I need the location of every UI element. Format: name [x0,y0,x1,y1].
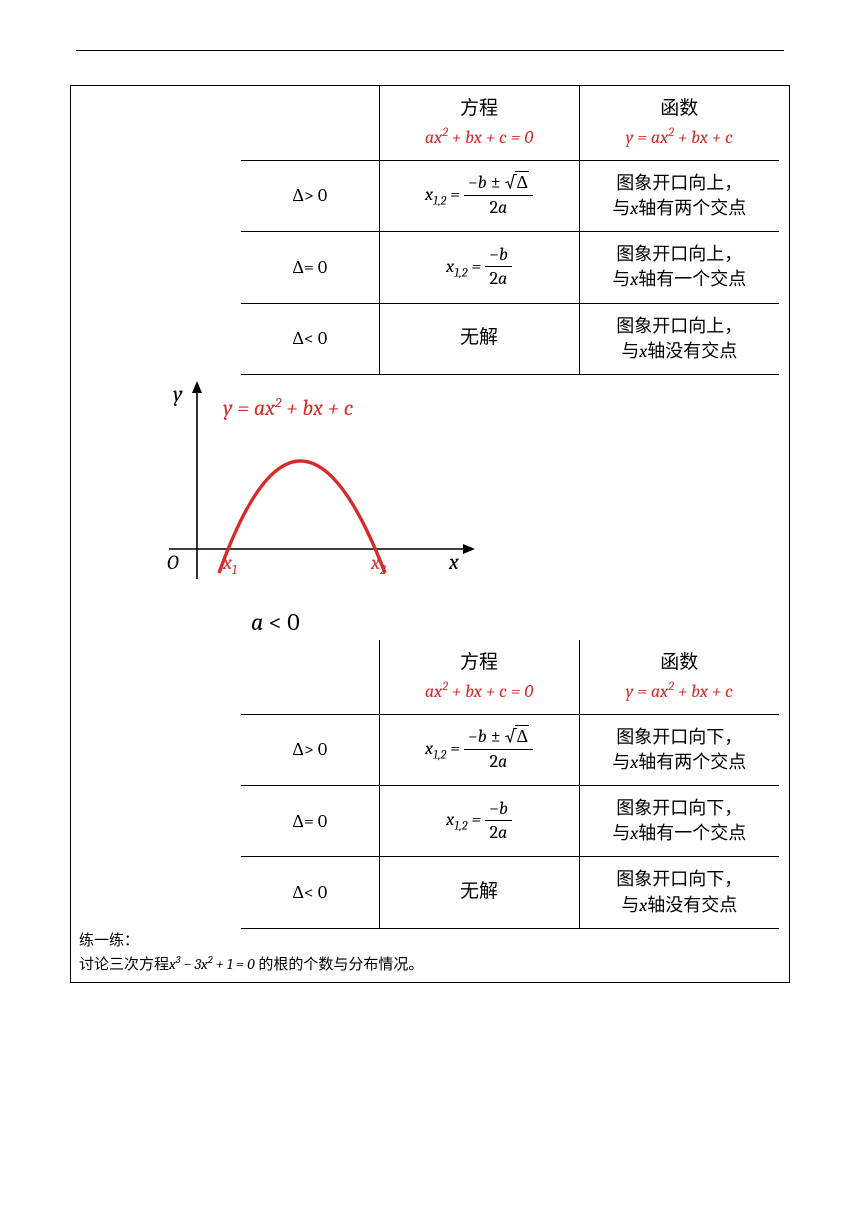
description-cell: 图象开口向上， 与x轴没有交点 [579,303,779,374]
header-function: 函数 y = ax2 + bx + c [579,86,779,160]
solution-lhs: x1,2 = [425,184,464,205]
table-a-positive: 方程 ax2 + bx + c = 0 函数 y = ax2 + bx + c … [241,86,779,375]
delta-cell: Δ< 0 [241,303,379,374]
delta-value: Δ< 0 [292,328,327,349]
table-row: Δ> 0 x1,2 = −b ± Δ 2a 图象开口向下， 与x轴有两个交点 [241,714,779,785]
function-title: 函数 [592,650,768,677]
desc-line1: 图象开口向下， [616,869,742,889]
solution-cell: x1,2 = −b ± Δ 2a [379,714,579,785]
parabola-graph: y x O y = ax2 + bx + c x1 x2 [149,379,789,614]
equation-formula: ax2 + bx + c = 0 [425,681,533,702]
solution-lhs: x1,2 = [446,256,485,277]
delta-cell: Δ= 0 [241,786,379,857]
fraction-numerator: −b ± Δ [464,726,533,750]
fraction-denominator: 2a [485,821,512,844]
x2-label: x2 [370,551,386,578]
solution-fraction: −b 2a [485,244,512,291]
content-area: 方程 ax2 + bx + c = 0 函数 y = ax2 + bx + c … [71,86,789,982]
delta-value: Δ> 0 [292,739,327,760]
solution-fraction: −b ± Δ 2a [464,726,533,773]
desc-line1: 图象开口向上， [616,316,742,336]
top-rule [76,50,784,51]
x1-label: x1 [222,551,237,578]
table-row: Δ> 0 x1,2 = −b ± Δ 2a 图象开口向上， 与x轴有两个交点 [241,160,779,231]
desc-line2: 与x轴有两个交点 [612,198,746,218]
solution-cell: 无解 [379,303,579,374]
solution-lhs: x1,2 = [425,738,464,759]
desc-line2: 与x轴有一个交点 [612,269,746,289]
delta-value: Δ> 0 [292,185,327,206]
exercise-text-prefix: 讨论三次方程 [79,957,169,973]
graph-equation-label: y = ax2 + bx + c [223,394,354,421]
solution-cell: x1,2 = −b ± Δ 2a [379,160,579,231]
no-solution: 无解 [460,327,498,348]
function-title: 函数 [592,96,768,123]
table-header-row: 方程 ax2 + bx + c = 0 函数 y = ax2 + bx + c [241,86,779,160]
desc-line2: 与x轴有两个交点 [612,752,746,772]
solution-fraction: −b ± Δ 2a [464,172,533,219]
solution-cell: x1,2 = −b 2a [379,786,579,857]
delta-value: Δ< 0 [292,882,327,903]
description-cell: 图象开口向下， 与x轴有两个交点 [579,714,779,785]
desc-line1: 图象开口向上， [616,173,742,193]
table-row: Δ< 0 无解 图象开口向上， 与x轴没有交点 [241,303,779,374]
equation-title: 方程 [392,96,567,123]
desc-line2: 与x轴有一个交点 [612,823,746,843]
equation-formula: ax2 + bx + c = 0 [425,127,533,148]
y-axis-label: y [173,381,183,407]
fraction-numerator: −b ± Δ [464,172,533,196]
header-blank [241,640,379,714]
exercise-formula: x3 − 3x2 + 1 = 0 [169,955,255,973]
origin-label: O [167,551,179,574]
solution-lhs: x1,2 = [446,809,485,830]
exercise-footer: 练一练： 讨论三次方程x3 − 3x2 + 1 = 0 的根的个数与分布情况。 [71,929,789,977]
parabola-curve [219,461,385,573]
solution-cell: x1,2 = −b 2a [379,232,579,303]
main-frame: 方程 ax2 + bx + c = 0 函数 y = ax2 + bx + c … [70,85,790,983]
description-cell: 图象开口向下， 与x轴没有交点 [579,857,779,928]
desc-line1: 图象开口向下， [616,798,742,818]
description-cell: 图象开口向下， 与x轴有一个交点 [579,786,779,857]
table-row: Δ= 0 x1,2 = −b 2a 图象开口向上， 与x轴有一个交点 [241,232,779,303]
description-cell: 图象开口向上， 与x轴有两个交点 [579,160,779,231]
table-a-negative: 方程 ax2 + bx + c = 0 函数 y = ax2 + bx + c … [241,640,779,929]
delta-cell: Δ= 0 [241,232,379,303]
fraction-denominator: 2a [485,267,512,290]
fraction-numerator: −b [485,244,512,268]
desc-line1: 图象开口向上， [616,244,742,264]
header-equation: 方程 ax2 + bx + c = 0 [379,640,579,714]
function-formula: y = ax2 + bx + c [626,127,733,148]
header-blank [241,86,379,160]
no-solution: 无解 [460,881,498,902]
header-equation: 方程 ax2 + bx + c = 0 [379,86,579,160]
desc-line2: 与x轴没有交点 [621,895,737,915]
fraction-denominator: 2a [464,196,533,219]
fraction-denominator: 2a [464,750,533,773]
function-formula: y = ax2 + bx + c [626,681,733,702]
description-cell: 图象开口向上， 与x轴有一个交点 [579,232,779,303]
exercise-heading: 练一练： [79,933,139,949]
table-row: Δ= 0 x1,2 = −b 2a 图象开口向下， 与x轴有一个交点 [241,786,779,857]
x-axis-label: x [448,549,459,575]
table-row: Δ< 0 无解 图象开口向下， 与x轴没有交点 [241,857,779,928]
graph-svg: y x O y = ax2 + bx + c x1 x2 [149,379,489,609]
fraction-numerator: −b [485,798,512,822]
desc-line2: 与x轴没有交点 [621,341,737,361]
exercise-text-suffix: 的根的个数与分布情况。 [255,957,424,973]
desc-line1: 图象开口向下， [616,727,742,747]
delta-cell: Δ< 0 [241,857,379,928]
header-function: 函数 y = ax2 + bx + c [579,640,779,714]
table-header-row: 方程 ax2 + bx + c = 0 函数 y = ax2 + bx + c [241,640,779,714]
delta-value: Δ= 0 [292,257,327,278]
delta-cell: Δ> 0 [241,714,379,785]
delta-cell: Δ> 0 [241,160,379,231]
solution-cell: 无解 [379,857,579,928]
delta-value: Δ= 0 [292,811,327,832]
equation-title: 方程 [392,650,567,677]
solution-fraction: −b 2a [485,798,512,845]
